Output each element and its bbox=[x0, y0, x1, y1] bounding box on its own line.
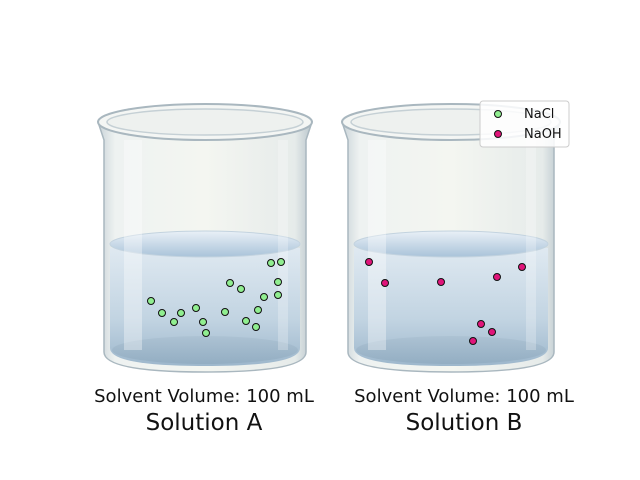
legend-label-naoh: NaOH bbox=[524, 127, 562, 142]
particle-nacl bbox=[192, 304, 200, 312]
particle-nacl bbox=[199, 318, 207, 326]
particle-naoh bbox=[365, 258, 373, 266]
particle-naoh bbox=[381, 279, 389, 287]
particle-nacl bbox=[260, 293, 268, 301]
legend-marker-naoh bbox=[494, 130, 502, 138]
legend-label-nacl: NaCl bbox=[524, 107, 554, 122]
particle-naoh bbox=[469, 337, 477, 345]
liquid-surface-a bbox=[109, 230, 301, 258]
particle-nacl bbox=[221, 308, 229, 316]
particle-nacl bbox=[177, 309, 185, 317]
particle-nacl bbox=[170, 318, 178, 326]
beaker-b bbox=[340, 103, 562, 373]
particle-nacl bbox=[274, 278, 282, 286]
particle-nacl bbox=[158, 309, 166, 317]
particle-naoh bbox=[477, 320, 485, 328]
particle-nacl bbox=[274, 291, 282, 299]
particle-naoh bbox=[488, 328, 496, 336]
particle-nacl bbox=[267, 259, 275, 267]
particle-naoh bbox=[437, 278, 445, 286]
particle-nacl bbox=[147, 297, 155, 305]
particle-nacl bbox=[277, 258, 285, 266]
particle-naoh bbox=[493, 273, 501, 281]
particle-nacl bbox=[202, 329, 210, 337]
particle-naoh bbox=[518, 263, 526, 271]
legend-marker-nacl bbox=[494, 110, 502, 118]
particles-a bbox=[147, 258, 285, 337]
particle-nacl bbox=[226, 279, 234, 287]
particle-nacl bbox=[242, 317, 250, 325]
particles-b bbox=[365, 258, 526, 345]
liquid-surface-b bbox=[353, 230, 549, 258]
solution-name-b: Solution B bbox=[406, 410, 523, 436]
liquid-a bbox=[110, 248, 300, 366]
volume-label-b: Solvent Volume: 100 mL bbox=[354, 386, 574, 407]
solution-name-a: Solution A bbox=[146, 410, 263, 436]
beaker-a bbox=[96, 103, 314, 373]
legend: NaCl NaOH bbox=[479, 100, 570, 148]
particle-nacl bbox=[237, 285, 245, 293]
particle-nacl bbox=[252, 323, 260, 331]
volume-label-a: Solvent Volume: 100 mL bbox=[94, 386, 314, 407]
particle-nacl bbox=[254, 306, 262, 314]
